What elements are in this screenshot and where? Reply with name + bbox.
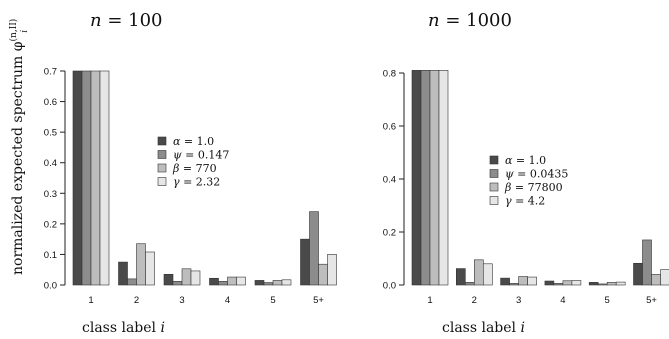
legend-swatch — [157, 177, 167, 186]
y-tick-label: 0.5 — [44, 128, 57, 139]
legend-label: ψ = 0.147 — [173, 149, 229, 162]
bar-4-s2 — [553, 283, 564, 286]
bar-4-s2 — [218, 281, 228, 286]
bar-3-s1 — [163, 273, 174, 286]
bar-5-s4 — [615, 281, 626, 286]
y-tick-label: 0.4 — [44, 158, 57, 169]
x-tick-label: 4 — [560, 295, 565, 306]
legend-swatch — [489, 182, 499, 192]
x-tick-label: 5 — [605, 295, 610, 306]
bar-5+-s4 — [327, 254, 337, 286]
x-tick-label: 1 — [427, 295, 432, 306]
y-tick-label: 0.0 — [44, 281, 57, 292]
chart-panel-n100: n = 100 0.0 0.1 0.2 0.3 0.4 0.5 0.6 0.7 1 2 3 4 5 5+ α … — [44, 10, 337, 306]
x-tick-label: 5+ — [646, 295, 657, 306]
legend-swatch — [489, 169, 499, 178]
bar-5+-s2 — [642, 239, 652, 286]
legend-swatch — [157, 150, 167, 159]
bar-3-s4 — [190, 270, 201, 286]
legend-swatch — [157, 136, 167, 146]
bar-5-s2 — [597, 283, 608, 286]
bar-1-s1 — [411, 70, 422, 286]
chart-panel-n1000: n = 1000 0.0 0.2 0.4 0.6 0.8 1 2 3 4 5 5+ α = 1.0ψ =… — [383, 10, 669, 306]
bar-2-s1 — [118, 261, 128, 286]
bar-2-s4 — [145, 251, 155, 286]
y-tick-label: 0.3 — [44, 189, 57, 200]
x-tick-label: 4 — [225, 295, 230, 306]
bar-5-s3 — [272, 280, 283, 286]
bar-2-s1 — [455, 268, 466, 286]
x-axis-label-left: class label i — [82, 320, 165, 336]
x-tick-label: 2 — [134, 295, 139, 306]
legend-swatch — [157, 163, 167, 173]
y-tick-label: 0.6 — [44, 97, 57, 108]
y-tick-label: 0.4 — [383, 175, 396, 186]
bar-5+-s3 — [318, 263, 328, 286]
y-tick-label: 0.6 — [383, 122, 396, 133]
bar-5+-s4 — [660, 269, 669, 286]
bar-3-s1 — [500, 277, 510, 286]
y-axis-label: normalized expected spectrum φ(n,II)i — [8, 19, 30, 275]
bar-4-s4 — [571, 280, 582, 286]
legend-swatch — [489, 196, 499, 205]
bar-4-s3 — [562, 280, 573, 286]
bar-4-s3 — [227, 276, 237, 286]
legend-label: α = 1.0 — [505, 154, 546, 167]
legend-swatch — [489, 155, 499, 165]
legend-label: β = 77800 — [504, 181, 563, 194]
bar-5+-s1 — [300, 238, 310, 286]
bar-2-s2 — [464, 282, 475, 286]
bar-3-s4 — [527, 276, 537, 286]
bar-1-s2 — [420, 70, 431, 286]
bar-2-s4 — [482, 263, 493, 286]
x-tick-label: 5 — [270, 295, 275, 306]
bar-3-s3 — [181, 268, 192, 286]
bar-1-s2 — [81, 70, 92, 286]
bar-3-s2 — [509, 283, 519, 286]
bar-1-s4 — [438, 70, 449, 286]
bar-1-s3 — [90, 70, 101, 286]
bar-1-s4 — [99, 70, 110, 286]
legend-label: ψ = 0.0435 — [505, 168, 568, 181]
x-tick-label: 5+ — [313, 295, 324, 306]
chart-title: n = 1000 — [428, 10, 512, 31]
x-tick-label: 3 — [179, 295, 184, 306]
y-tick-label: 0.2 — [383, 228, 396, 239]
y-tick-label: 0.0 — [383, 281, 396, 292]
legend-label: β = 770 — [172, 162, 217, 175]
y-tick-label: 0.7 — [44, 67, 57, 78]
bar-3-s2 — [172, 281, 183, 286]
bar-5-s1 — [254, 280, 265, 286]
x-tick-label: 1 — [88, 295, 93, 306]
y-axis-label-text: normalized expected spectrum φ(n,II)i — [8, 19, 30, 275]
x-tick-label: 2 — [472, 295, 477, 306]
bar-5+-s2 — [309, 211, 319, 286]
bar-5-s1 — [588, 282, 599, 286]
bar-2-s2 — [127, 278, 137, 286]
bar-5+-s1 — [633, 262, 643, 286]
bar-5-s2 — [263, 282, 274, 286]
bar-2-s3 — [136, 243, 146, 286]
bar-1-s3 — [429, 70, 440, 286]
bar-1-s1 — [72, 70, 83, 286]
chart-title: n = 100 — [90, 10, 162, 31]
bar-5+-s3 — [651, 274, 661, 286]
bar-3-s3 — [518, 276, 528, 286]
bar-4-s1 — [209, 277, 219, 286]
y-tick-label: 0.1 — [44, 250, 57, 261]
bar-4-s4 — [236, 276, 246, 286]
y-tick-label: 0.2 — [44, 219, 57, 230]
bar-4-s1 — [544, 280, 555, 286]
bar-2-s3 — [473, 259, 484, 286]
y-tick-label: 0.8 — [383, 69, 396, 80]
x-tick-label: 3 — [516, 295, 521, 306]
legend-label: γ = 4.2 — [505, 195, 545, 208]
legend-label: α = 1.0 — [173, 135, 214, 148]
bar-5-s4 — [281, 279, 292, 286]
legend-label: γ = 2.32 — [173, 176, 220, 189]
bar-5-s3 — [606, 282, 617, 286]
x-axis-label-right: class label i — [442, 320, 525, 336]
